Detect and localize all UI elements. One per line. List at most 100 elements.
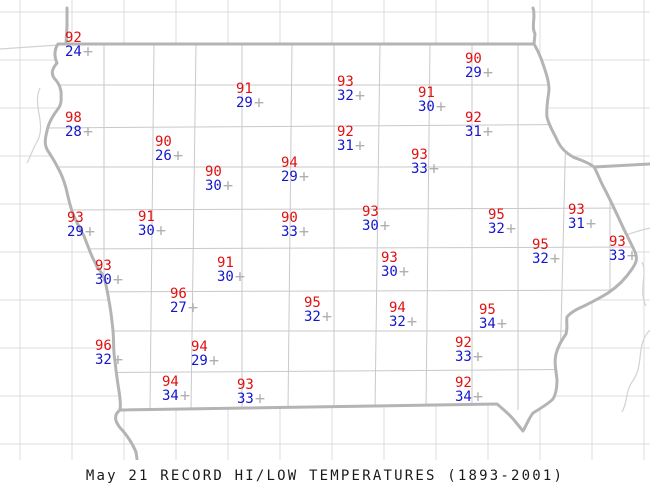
record-high-value: 92 bbox=[337, 124, 354, 140]
record-low-value: 28+ bbox=[65, 122, 94, 142]
station-temp-label: 90 29+ bbox=[465, 52, 494, 83]
record-low-value: 32+ bbox=[389, 312, 418, 332]
record-high-value: 91 bbox=[418, 85, 435, 101]
station-temp-label: 94 34+ bbox=[162, 375, 191, 406]
record-low-value: 33+ bbox=[237, 389, 266, 409]
station-temp-label: 98 28+ bbox=[65, 110, 94, 142]
station-marker-icon: + bbox=[482, 63, 494, 83]
station-marker-icon: + bbox=[428, 159, 440, 179]
station-temp-label: 91 30+ bbox=[217, 255, 246, 287]
record-high-value: 93 bbox=[568, 202, 585, 218]
station-temp-label: 93 33+ bbox=[609, 234, 638, 266]
station-temp-label: 93 30+ bbox=[381, 251, 410, 282]
state-borders bbox=[43, 6, 650, 460]
record-high-value: 93 bbox=[609, 234, 626, 250]
record-low-value: 32+ bbox=[532, 249, 561, 269]
station-marker-icon: + bbox=[254, 389, 266, 409]
record-high-value: 93 bbox=[95, 258, 112, 274]
record-low-value: 31+ bbox=[337, 136, 366, 156]
station-marker-icon: + bbox=[172, 146, 184, 166]
record-high-value: 95 bbox=[532, 237, 549, 253]
station-marker-icon: + bbox=[472, 347, 484, 367]
record-low-value: 34+ bbox=[455, 387, 484, 407]
station-temp-label: 91 30+ bbox=[138, 210, 167, 241]
sd-mn-border bbox=[64, 6, 69, 46]
station-temp-label: 95 32+ bbox=[532, 237, 561, 269]
station-temp-label: 91 29+ bbox=[236, 82, 265, 113]
station-marker-icon: + bbox=[208, 351, 220, 371]
mn-wi-border-river bbox=[531, 6, 537, 46]
record-high-value: 93 bbox=[362, 204, 379, 220]
ne-mo-border-river bbox=[114, 408, 139, 460]
wi-il-border bbox=[592, 162, 650, 169]
station-temp-label: 93 29+ bbox=[67, 210, 95, 241]
record-low-value: 24+ bbox=[65, 42, 94, 62]
record-low-value: 30+ bbox=[217, 267, 246, 287]
station-marker-icon: + bbox=[112, 350, 124, 370]
station-marker-icon: + bbox=[82, 122, 94, 142]
station-marker-icon: + bbox=[496, 314, 508, 334]
record-low-value: 33+ bbox=[609, 246, 638, 266]
record-low-value: 32+ bbox=[304, 307, 333, 327]
record-high-value: 90 bbox=[205, 164, 222, 180]
record-low-value: 27+ bbox=[170, 298, 199, 318]
record-high-value: 91 bbox=[217, 255, 234, 271]
record-low-value: 34+ bbox=[162, 386, 191, 406]
record-low-value: 32+ bbox=[337, 86, 366, 106]
station-layer: 92 24+ 90 29+ 93 32+ 91 29+ 91 30+ 98 28+ 92 31+ 92 31+… bbox=[65, 30, 638, 409]
record-low-value: 30+ bbox=[418, 97, 447, 117]
record-high-value: 95 bbox=[479, 302, 496, 318]
record-high-value: 96 bbox=[95, 338, 112, 354]
record-low-value: 29+ bbox=[191, 351, 220, 371]
station-temp-label: 92 34+ bbox=[455, 375, 484, 407]
record-low-value: 26+ bbox=[155, 146, 184, 166]
station-marker-icon: + bbox=[354, 86, 366, 106]
record-high-value: 92 bbox=[455, 335, 472, 351]
record-high-value: 95 bbox=[304, 295, 321, 311]
record-low-value: 31+ bbox=[568, 214, 597, 234]
station-temp-label: 91 30+ bbox=[418, 85, 447, 117]
station-temp-label: 90 33+ bbox=[281, 211, 310, 242]
record-high-value: 93 bbox=[237, 377, 254, 393]
record-high-value: 92 bbox=[65, 30, 82, 46]
station-marker-icon: + bbox=[253, 93, 265, 113]
station-marker-icon: + bbox=[298, 167, 310, 187]
station-temp-label: 96 27+ bbox=[170, 287, 199, 318]
iowa-state-fill bbox=[45, 44, 637, 431]
station-temp-label: 93 30+ bbox=[362, 204, 391, 236]
record-high-value: 95 bbox=[488, 207, 505, 223]
iowa-outline bbox=[43, 42, 638, 433]
station-marker-icon: + bbox=[112, 270, 124, 290]
record-low-value: 33+ bbox=[455, 347, 484, 367]
station-temp-label: 90 26+ bbox=[155, 134, 184, 166]
record-high-value: 90 bbox=[155, 134, 172, 150]
station-temp-label: 92 24+ bbox=[65, 30, 94, 62]
station-temp-label: 93 31+ bbox=[568, 202, 597, 234]
station-marker-icon: + bbox=[379, 216, 391, 236]
record-low-value: 32+ bbox=[488, 219, 517, 239]
station-temp-label: 92 31+ bbox=[465, 110, 493, 141]
station-temp-label: 93 33+ bbox=[237, 377, 266, 409]
station-marker-icon: + bbox=[234, 267, 246, 287]
station-marker-icon: + bbox=[406, 312, 418, 332]
station-temp-label: 93 30+ bbox=[95, 258, 124, 290]
station-marker-icon: + bbox=[179, 386, 191, 406]
station-marker-icon: + bbox=[472, 387, 484, 407]
record-low-value: 30+ bbox=[138, 221, 167, 241]
station-temp-label: 94 29+ bbox=[281, 156, 310, 187]
record-high-value: 94 bbox=[389, 300, 406, 316]
station-marker-icon: + bbox=[298, 222, 310, 242]
record-high-value: 92 bbox=[455, 375, 472, 391]
station-marker-icon: + bbox=[354, 136, 366, 156]
record-high-value: 93 bbox=[67, 210, 84, 226]
station-marker-icon: + bbox=[549, 249, 561, 269]
map-caption: May 21 RECORD HI/LOW TEMPERATURES (1893-… bbox=[85, 468, 565, 484]
station-temp-label: 96 32+ bbox=[95, 338, 124, 370]
record-high-value: 93 bbox=[411, 147, 428, 163]
record-low-value: 30+ bbox=[205, 176, 234, 196]
record-low-value: 33+ bbox=[281, 222, 310, 242]
record-high-value: 92 bbox=[465, 110, 482, 126]
station-marker-icon: + bbox=[398, 262, 410, 282]
record-high-value: 98 bbox=[65, 110, 82, 126]
